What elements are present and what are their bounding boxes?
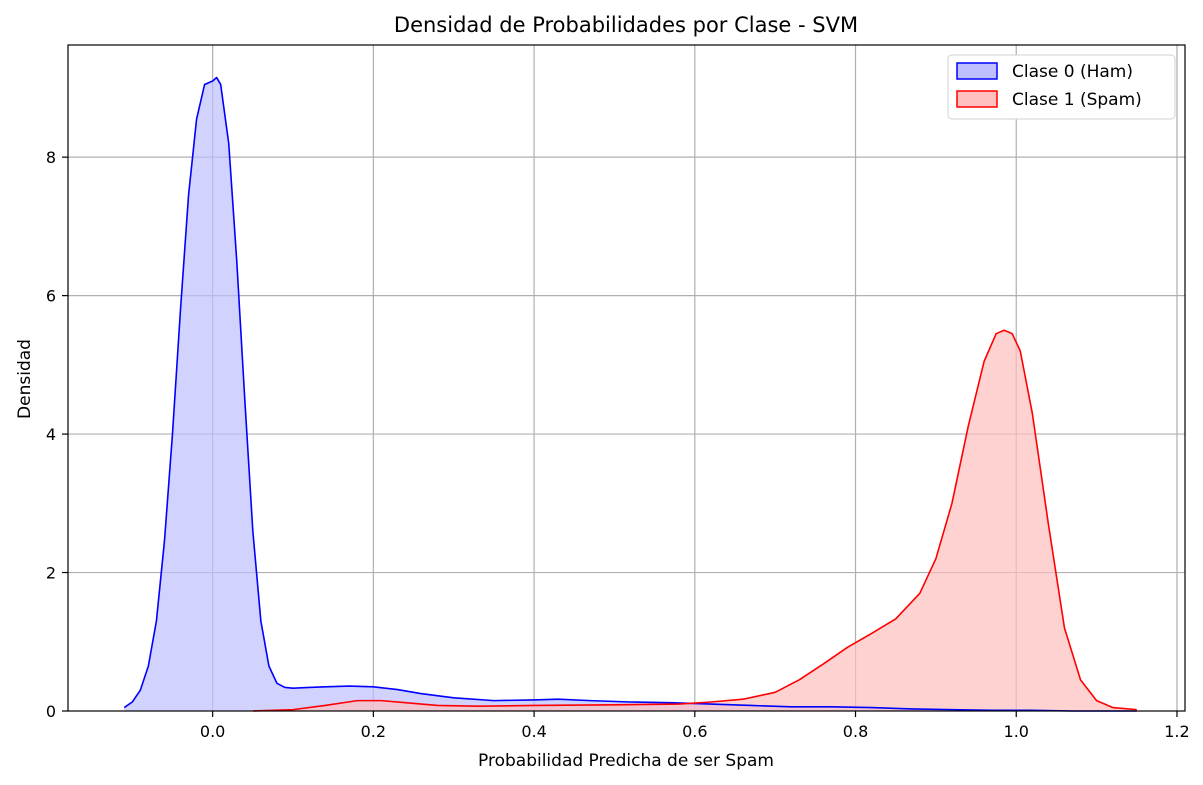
x-tick-label-3: 0.6 <box>682 722 707 741</box>
y-tick-label-3: 6 <box>46 287 56 306</box>
x-axis-label: Probabilidad Predicha de ser Spam <box>478 751 774 771</box>
x-tick-label-2: 0.4 <box>521 722 546 741</box>
y-tick-label-4: 8 <box>46 148 56 167</box>
chart-title: Densidad de Probabilidades por Clase - S… <box>394 13 858 37</box>
series-line-1 <box>252 329 1137 712</box>
series-line-layer <box>123 76 1137 712</box>
axes-frame <box>67 44 1186 712</box>
x-tick-label-6: 1.2 <box>1164 722 1189 741</box>
y-tick-label-1: 2 <box>46 564 56 583</box>
series-area-1 <box>252 330 1137 711</box>
y-tick-label-0: 0 <box>46 702 56 721</box>
series-line-0 <box>123 76 1137 712</box>
legend-swatch-ham <box>956 62 998 80</box>
x-tick-label-5: 1.0 <box>1004 722 1029 741</box>
y-axis-label: Densidad <box>15 339 35 419</box>
series-fill-layer <box>124 77 1137 712</box>
legend-label-spam: Clase 1 (Spam) <box>1012 90 1142 110</box>
axis-layer: 0.0 0.2 0.4 0.6 0.8 1.0 1.2 0 2 4 6 8 <box>46 44 1190 741</box>
x-tick-label-4: 0.8 <box>843 722 868 741</box>
series-area-0 <box>124 77 1137 712</box>
x-tick-label-0: 0.0 <box>200 722 225 741</box>
legend-swatch-spam <box>956 90 998 108</box>
legend-label-ham: Clase 0 (Ham) <box>1012 62 1133 82</box>
legend-frame <box>947 54 1176 120</box>
y-tick-label-2: 4 <box>46 425 56 444</box>
legend: Clase 0 (Ham) Clase 1 (Spam) <box>947 54 1176 120</box>
x-tick-label-1: 0.2 <box>361 722 386 741</box>
